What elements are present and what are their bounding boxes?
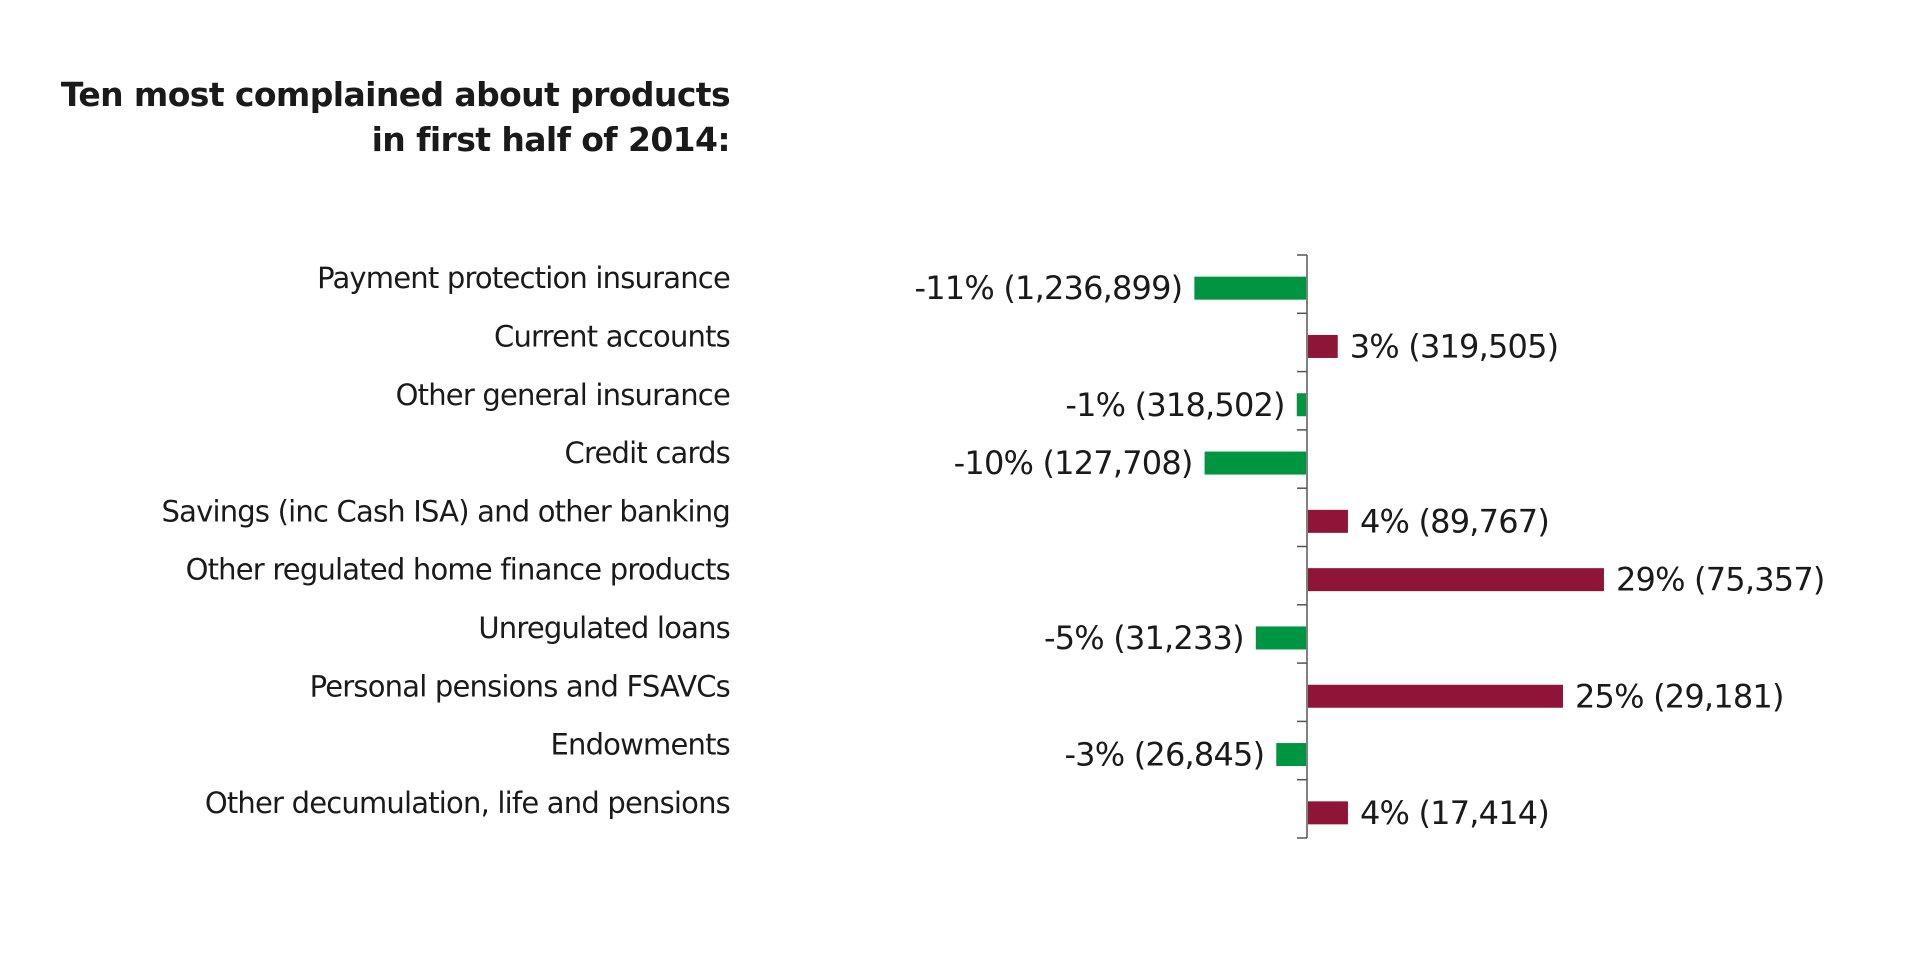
chart-title-line-1: Ten most complained about products xyxy=(60,75,731,114)
bar-negative xyxy=(1296,393,1307,417)
category-label: Other decumulation, life and pensions xyxy=(205,786,730,820)
category-label: Payment protection insurance xyxy=(317,261,730,295)
data-label: -3% (26,845) xyxy=(1064,736,1264,774)
category-label: Current accounts xyxy=(494,319,730,353)
data-label: -11% (1,236,899) xyxy=(914,269,1182,307)
zero-axis xyxy=(1297,254,1308,839)
data-label: 25% (29,181) xyxy=(1575,677,1784,715)
chart-title-line-2: in first half of 2014: xyxy=(371,120,731,159)
data-labels: -11% (1,236,899) 3% (319,505) -1% (318,502… xyxy=(914,269,1825,832)
bar-positive xyxy=(1307,684,1563,708)
bar-negative xyxy=(1276,743,1307,767)
bar-positive xyxy=(1307,568,1604,592)
data-label: 29% (75,357) xyxy=(1616,561,1825,599)
bar-positive xyxy=(1307,801,1348,825)
category-label: Personal pensions and FSAVCs xyxy=(310,669,730,703)
chart-title: Ten most complained about products in fi… xyxy=(40,72,731,162)
category-label: Other regulated home finance products xyxy=(186,553,730,587)
category-labels: Payment protection insurance Current acco… xyxy=(162,261,731,820)
data-label: -10% (127,708) xyxy=(954,444,1193,482)
data-label: 3% (319,505) xyxy=(1350,327,1559,365)
category-label: Endowments xyxy=(550,728,730,762)
bar-negative xyxy=(1194,276,1307,300)
bars xyxy=(1194,276,1604,825)
bar-negative xyxy=(1204,451,1307,475)
data-label: 4% (89,767) xyxy=(1360,502,1549,540)
bar-negative xyxy=(1255,626,1307,650)
data-label: 4% (17,414) xyxy=(1360,794,1549,832)
bar-positive xyxy=(1307,509,1348,533)
category-label: Credit cards xyxy=(565,436,730,470)
category-label: Other general insurance xyxy=(396,378,730,412)
bar-positive xyxy=(1307,334,1338,358)
data-label: -5% (31,233) xyxy=(1044,619,1244,657)
category-label: Savings (inc Cash ISA) and other banking xyxy=(162,494,730,528)
data-label: -1% (318,502) xyxy=(1065,386,1284,424)
category-label: Unregulated loans xyxy=(478,611,730,645)
